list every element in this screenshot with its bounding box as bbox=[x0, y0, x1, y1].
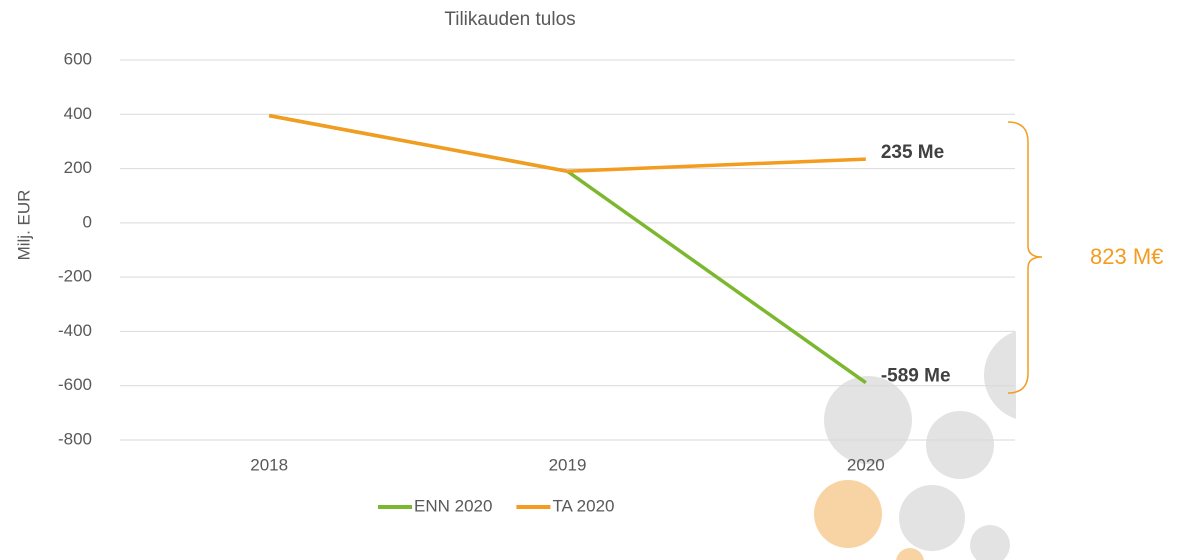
y-tick-label: -200 bbox=[58, 267, 92, 286]
y-tick-label: -800 bbox=[58, 429, 92, 448]
decor-circle bbox=[896, 548, 924, 560]
data-label: -589 Me bbox=[881, 366, 951, 387]
series-line bbox=[268, 113, 866, 174]
x-tick-label: 2018 bbox=[250, 455, 288, 474]
series-line bbox=[268, 113, 867, 385]
brace bbox=[1007, 121, 1043, 394]
decor-circle bbox=[899, 485, 965, 551]
legend-label: ENN 2020 bbox=[414, 496, 492, 515]
decor-mask bbox=[1016, 320, 1185, 560]
decor-circle bbox=[926, 411, 994, 479]
legend-label: TA 2020 bbox=[552, 496, 614, 515]
y-tick-label: 600 bbox=[64, 49, 92, 68]
decor-circle bbox=[970, 525, 1010, 560]
decor-circle bbox=[814, 480, 882, 548]
y-tick-label: 400 bbox=[64, 104, 92, 123]
y-tick-label: -400 bbox=[58, 321, 92, 340]
x-tick-label: 2019 bbox=[549, 455, 587, 474]
y-axis-label: Milj. EUR bbox=[14, 190, 33, 261]
decor-circle bbox=[824, 376, 912, 464]
chart-title: Tilikauden tulos bbox=[444, 9, 575, 30]
y-tick-label: 200 bbox=[64, 158, 92, 177]
x-tick-label: 2020 bbox=[847, 455, 885, 474]
decoration bbox=[814, 320, 1185, 560]
y-tick-label: 0 bbox=[83, 212, 92, 231]
annotation: 823 M€ bbox=[1090, 244, 1163, 269]
y-tick-label: -600 bbox=[58, 375, 92, 394]
data-label: 235 Me bbox=[881, 142, 944, 163]
